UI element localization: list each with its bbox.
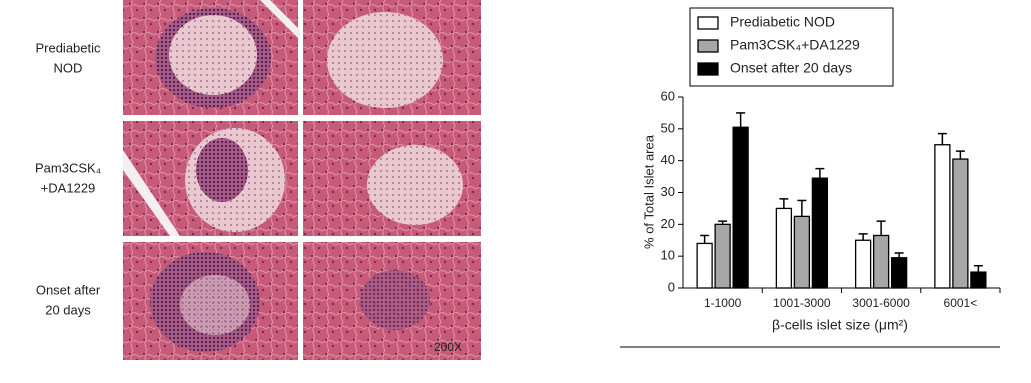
- x-tick-label: 1001-3000: [773, 296, 831, 310]
- bar: [793, 215, 811, 289]
- bar: [872, 234, 890, 289]
- bar: [854, 239, 872, 289]
- legend-label: Prediabetic NOD: [730, 14, 835, 30]
- y-tick-label: 50: [661, 120, 675, 135]
- y-tick-label: 20: [661, 216, 675, 231]
- x-tick-label: 1-1000: [704, 296, 742, 310]
- row-label: Pam3CSK₄: [35, 160, 101, 175]
- bar: [696, 242, 713, 289]
- y-tick-label: 0: [668, 279, 675, 294]
- legend-swatch: [697, 16, 719, 30]
- row-label: +DA1229: [41, 180, 96, 195]
- bar: [714, 223, 731, 289]
- row-label: Onset after: [36, 282, 101, 297]
- histology: 200X: [123, 0, 481, 360]
- bar: [890, 257, 908, 289]
- legend-swatch: [697, 39, 719, 53]
- magnification: 200X: [434, 340, 462, 354]
- row-label: NOD: [54, 60, 83, 75]
- x-tick-label: 6001<: [944, 296, 978, 310]
- bar: [934, 144, 951, 289]
- y-tick-label: 10: [661, 248, 675, 263]
- row-label: Prediabetic: [35, 40, 101, 55]
- legend-box: [689, 7, 894, 87]
- bar: [775, 207, 793, 289]
- x-tick-label: 3001-6000: [852, 296, 910, 310]
- y-tick-label: 30: [661, 184, 675, 199]
- y-tick-label: 60: [661, 88, 675, 103]
- row-label: 20 days: [45, 302, 91, 317]
- bar: [732, 126, 749, 289]
- y-axis-label: % of Total Islet area: [641, 134, 656, 249]
- bar: [811, 177, 829, 289]
- legend-label: Pam3CSK₄+DA1229: [730, 37, 860, 53]
- legend-label: Onset after 20 days: [730, 60, 852, 76]
- bar: [952, 158, 969, 289]
- bar: [970, 271, 987, 289]
- y-tick-label: 40: [661, 152, 675, 167]
- legend-swatch: [697, 62, 719, 76]
- x-axis-label: β-cells islet size (μm²): [772, 317, 908, 333]
